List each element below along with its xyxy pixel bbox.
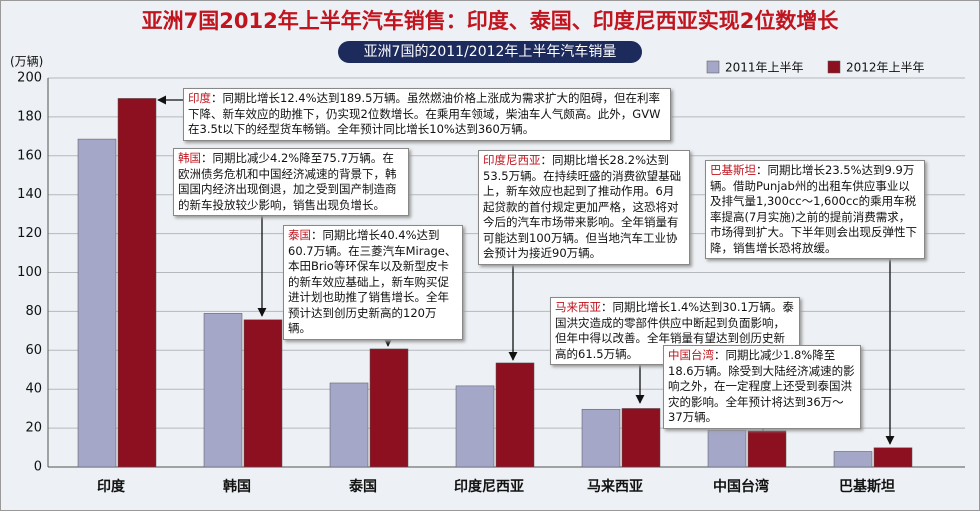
bar (621, 408, 661, 468)
annotation-label: 印度 (188, 91, 211, 105)
annotation: 中国台湾：同期比减少1.8%降至18.6万辆。除受到大陆经济减速的影响之外，在一… (663, 345, 861, 429)
x-tick-label: 印度 (97, 478, 126, 495)
y-tick-label: 80 (25, 304, 42, 319)
y-tick-label: 100 (17, 265, 42, 280)
annotation-label: 中国台湾 (668, 348, 714, 362)
annotation-text: ：同期比减少4.2%降至75.7万辆。在欧洲债务危机和中国经济减速的背景下，韩国… (178, 151, 397, 212)
x-tick-label: 马来西亚 (587, 479, 643, 495)
annotation-label: 泰国 (288, 228, 311, 242)
legend-swatch (827, 60, 841, 74)
y-tick-label: 40 (25, 382, 42, 397)
subtitle: 亚洲7国的2011/2012年上半年汽车销量 (364, 43, 617, 60)
y-tick-label: 180 (17, 109, 42, 124)
chart-title: 亚洲7国2012年上半年汽车销售：印度、泰国、印度尼西亚实现2位数增长 (142, 9, 840, 33)
x-tick-label: 印度尼西亚 (454, 478, 524, 495)
annotation-text: ：同期比增长12.4%达到189.5万辆。虽然燃油价格上涨成为需求扩大的阻碍，但… (188, 91, 661, 136)
annotation-text: ：同期比减少1.8%降至18.6万辆。除受到大陆经济减速的影响之外，在一定程度上… (668, 348, 855, 424)
annotation-label: 巴基斯坦 (710, 163, 756, 177)
annotation: 印度尼西亚：同期比增长28.2%达到53.5万辆。在持续旺盛的消费欲望基础上，新… (478, 150, 690, 265)
bar (873, 447, 913, 468)
annotation: 巴基斯坦：同期比增长23.5%达到9.9万辆。借助Punjab州的出租车供应事业… (705, 160, 925, 259)
legend-label: 2011年上半年 (725, 61, 804, 75)
bar (833, 451, 873, 468)
y-tick-label: 120 (17, 226, 42, 241)
bar (707, 429, 747, 468)
y-tick-label: 20 (25, 421, 42, 436)
x-tick-label: 中国台湾 (713, 478, 769, 495)
annotation-label: 韩国 (178, 151, 201, 165)
y-axis-label: (万辆) (10, 55, 43, 69)
annotation: 韩国：同期比减少4.2%降至75.7万辆。在欧洲债务危机和中国经济减速的背景下，… (173, 148, 409, 216)
y-tick-label: 60 (25, 343, 42, 358)
x-tick-label: 巴基斯坦 (839, 478, 895, 495)
annotation-text: ：同期比增长23.5%达到9.9万辆。借助Punjab州的出租车供应事业以及排气… (710, 163, 917, 255)
legend-label: 2012年上半年 (846, 61, 925, 75)
bar (455, 385, 495, 468)
bar (243, 319, 283, 468)
bar (747, 430, 787, 468)
bar (495, 362, 535, 468)
annotation-text: ：同期比增长1.4%达到30.1万辆。泰国洪灾造成的零部件供应中断起到负面影响，… (555, 300, 794, 361)
annotation-text: ：同期比增长40.4%达到60.7万辆。在三菱汽车Mirage、本田Brio等环… (288, 228, 457, 335)
bar (329, 382, 369, 468)
bar (203, 313, 243, 468)
subtitle-pill (338, 41, 642, 63)
annotation-label: 马来西亚 (555, 300, 601, 314)
annotation-label: 印度尼西亚 (483, 153, 541, 167)
bar (581, 408, 621, 468)
bar (369, 348, 409, 468)
annotation: 印度：同期比增长12.4%达到189.5万辆。虽然燃油价格上涨成为需求扩大的阻碍… (183, 88, 671, 141)
annotation: 泰国：同期比增长40.4%达到60.7万辆。在三菱汽车Mirage、本田Brio… (283, 225, 463, 340)
y-tick-label: 140 (17, 187, 42, 202)
x-tick-label: 韩国 (223, 478, 251, 495)
y-tick-label: 160 (17, 148, 42, 163)
y-tick-label: 0 (34, 460, 42, 475)
x-tick-label: 泰国 (348, 478, 377, 495)
annotation-text: ：同期比增长28.2%达到53.5万辆。在持续旺盛的消费欲望基础上，新车效应也起… (483, 153, 682, 260)
bar (77, 138, 117, 468)
y-tick-label: 200 (17, 71, 42, 86)
legend-swatch (706, 60, 720, 74)
bar (117, 98, 157, 468)
